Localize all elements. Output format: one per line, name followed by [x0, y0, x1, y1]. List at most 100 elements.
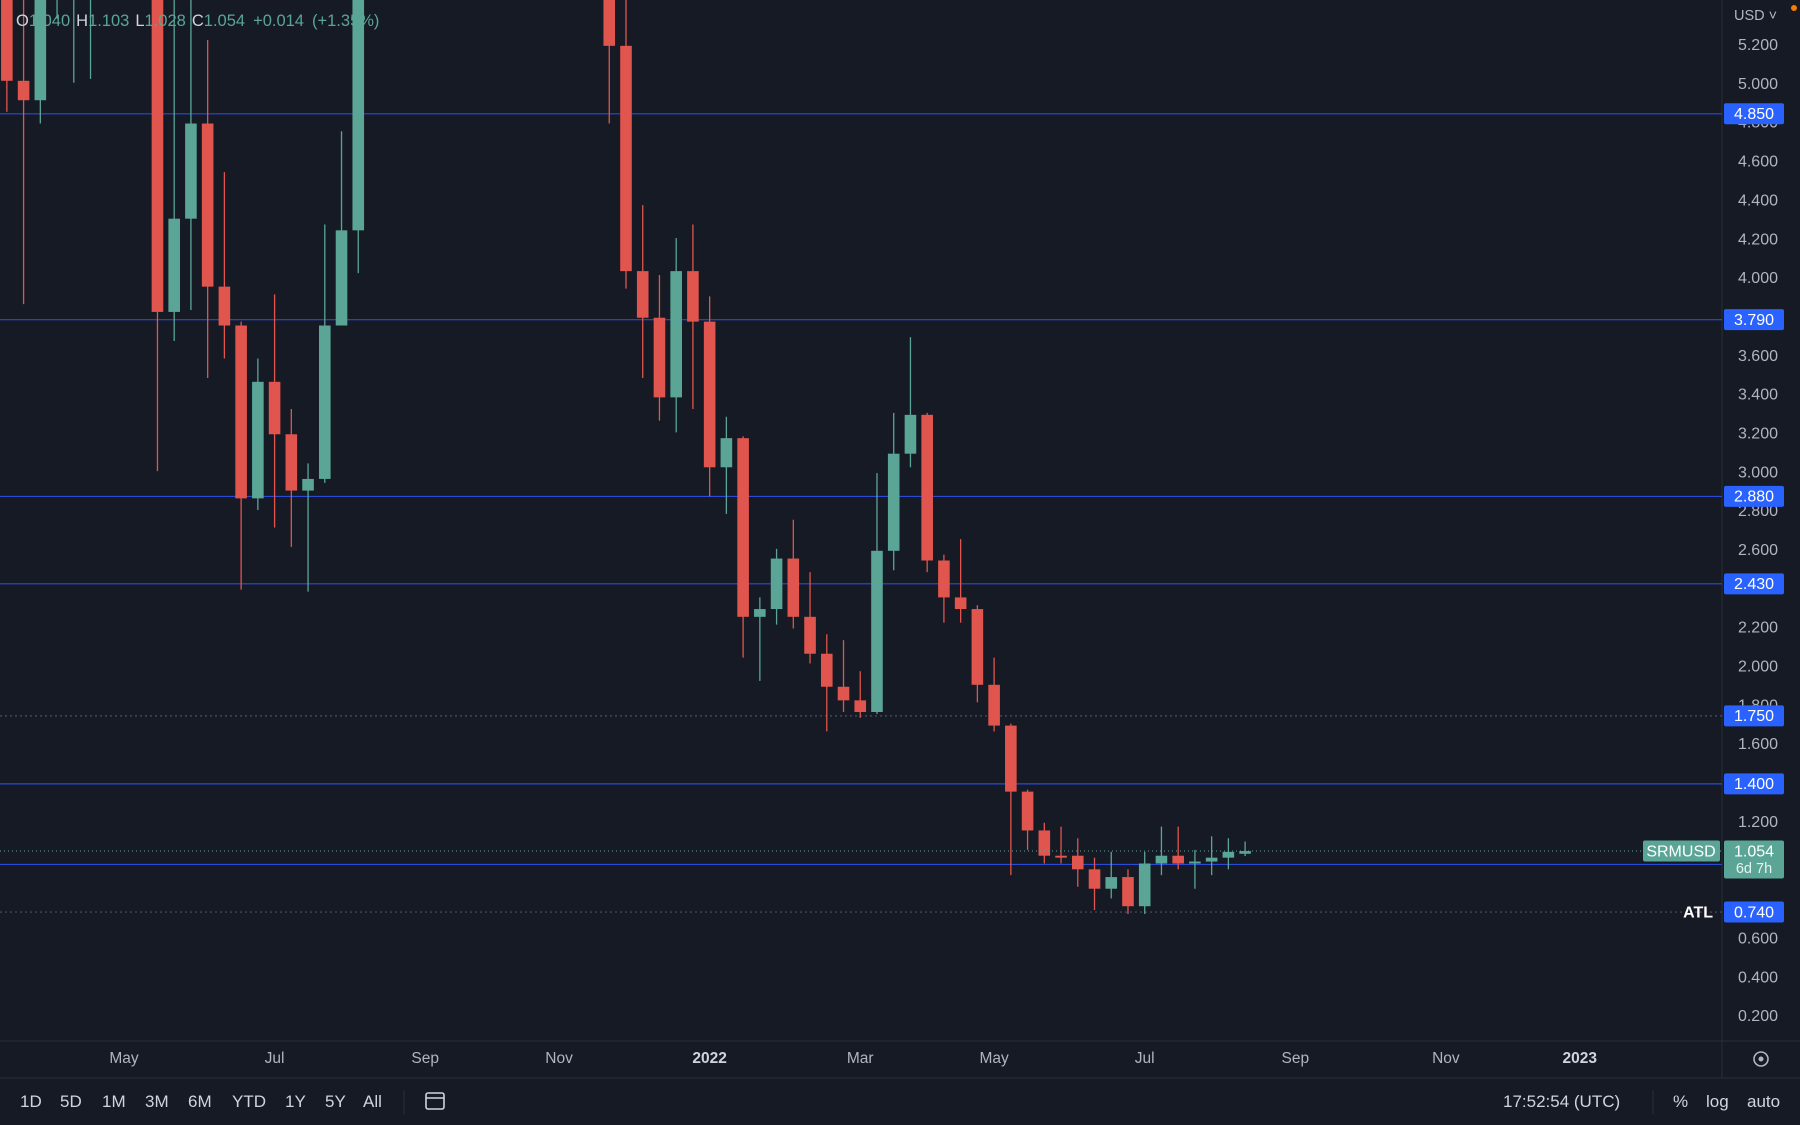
scale-option[interactable]: auto: [1747, 1092, 1781, 1111]
candle-body: [954, 597, 967, 610]
y-tick-label: 0.600: [1738, 930, 1778, 947]
candle-body: [904, 414, 917, 454]
level-label: 1.400: [1734, 776, 1774, 793]
candle-body: [201, 123, 214, 287]
candle-body: [335, 230, 348, 326]
candle-body: [252, 381, 264, 499]
y-tick-label: 2.200: [1738, 620, 1778, 637]
ohlc-value: 1.040: [28, 12, 71, 30]
y-tick-label: 4.600: [1738, 154, 1778, 171]
range-button[interactable]: 6M: [188, 1092, 212, 1111]
y-tick-label: 4.000: [1738, 270, 1778, 287]
scale-option[interactable]: %: [1673, 1092, 1689, 1111]
range-button[interactable]: 3M: [145, 1092, 169, 1111]
x-tick-label: Sep: [411, 1050, 439, 1067]
candle-body: [921, 414, 933, 561]
level-label-box: [1724, 309, 1784, 331]
candle-body: [737, 438, 749, 617]
candle-body: [268, 381, 281, 435]
x-tick-label: 2023: [1563, 1050, 1598, 1067]
candle-body: [1005, 725, 1017, 792]
level-label-box: [1724, 573, 1784, 595]
change-percent: (+1.35%): [312, 12, 380, 30]
calendar-frame: [425, 1092, 445, 1110]
range-button[interactable]: YTD: [232, 1092, 266, 1111]
candle-body: [235, 325, 247, 499]
range-button[interactable]: 1M: [102, 1092, 126, 1111]
candle-body: [1021, 791, 1034, 831]
y-tick-label: 4.400: [1738, 192, 1778, 209]
ohlc-key: C: [191, 12, 204, 30]
x-tick-label: May: [109, 1050, 139, 1067]
scale-option[interactable]: log: [1706, 1092, 1729, 1111]
y-tick-label: 2.600: [1738, 542, 1778, 559]
x-tick-label: Nov: [1432, 1050, 1460, 1067]
last-price-label: 1.054: [1734, 843, 1774, 860]
range-button[interactable]: 1D: [20, 1092, 42, 1111]
ohlc-value: 1.103: [88, 12, 130, 30]
settings-icon[interactable]: [1753, 1051, 1769, 1067]
candle-body: [1038, 830, 1051, 856]
x-tick-label: Jul: [265, 1050, 285, 1067]
candle-body: [871, 550, 883, 712]
y-tick-label: 5.000: [1738, 76, 1778, 93]
candle-body: [636, 271, 649, 318]
x-tick-label: Jul: [1135, 1050, 1155, 1067]
y-tick-label: 5.200: [1738, 37, 1778, 54]
bar-countdown: 6d 7h: [1736, 861, 1772, 877]
ohlc-header: O1.040 H1.103 L1.028 C1.054 +0.014 (+1.35%): [10, 12, 379, 31]
candle-body: [603, 0, 616, 46]
candle-body: [1, 0, 13, 81]
candle-body: [151, 0, 164, 312]
x-tick-label: May: [979, 1050, 1009, 1067]
range-button[interactable]: 1Y: [285, 1092, 306, 1111]
status-dot: [1791, 5, 1797, 11]
candle-body: [1155, 855, 1168, 864]
candle-body: [1088, 869, 1101, 889]
candle-body: [837, 686, 850, 701]
candle-body: [34, 0, 47, 101]
candle-body: [318, 325, 331, 479]
level-label-box: [1724, 485, 1784, 507]
level-label: 3.790: [1734, 312, 1774, 329]
candle-body: [1189, 861, 1201, 864]
goto-date-icon[interactable]: [425, 1092, 445, 1110]
candle-body: [1239, 851, 1251, 854]
clock: 17:52:54 (UTC): [1503, 1092, 1621, 1111]
level-label-box: [1724, 901, 1784, 923]
candle-body: [720, 438, 733, 468]
candle-body: [971, 609, 984, 685]
ohlc-value: 1.054: [203, 12, 246, 30]
y-tick-label: 3.200: [1738, 425, 1778, 442]
candle-body: [1138, 863, 1151, 907]
candle-body: [1122, 877, 1134, 907]
range-button[interactable]: 5D: [60, 1092, 82, 1111]
y-tick-label: 2.800: [1738, 503, 1778, 520]
y-tick-label: 3.400: [1738, 387, 1778, 404]
candle-body: [787, 558, 800, 617]
candle-body: [804, 616, 816, 654]
candle-body: [703, 321, 716, 468]
range-button[interactable]: All: [363, 1092, 382, 1111]
candle-body: [854, 700, 867, 712]
candle-body: [1172, 855, 1184, 864]
ohlc-key: O: [16, 12, 29, 30]
y-tick-label: 0.400: [1738, 969, 1778, 986]
range-button[interactable]: 5Y: [325, 1092, 346, 1111]
y-tick-label: 3.000: [1738, 464, 1778, 481]
candle-body: [1071, 855, 1084, 870]
candle-body: [988, 684, 1000, 726]
x-tick-label: 2022: [692, 1050, 726, 1067]
y-tick-label: 3.600: [1738, 348, 1778, 365]
candle-body: [770, 558, 783, 610]
candle-body: [754, 609, 766, 617]
currency-selector[interactable]: USD ˅: [1734, 8, 1778, 24]
level-label: 2.880: [1734, 489, 1774, 506]
ohlc-value: 1.028: [144, 12, 186, 30]
candle-body: [1055, 855, 1067, 858]
candle-body: [653, 317, 666, 398]
x-tick-label: Mar: [847, 1050, 874, 1067]
y-tick-label: 2.000: [1738, 659, 1778, 676]
bottom-toolbar: 1D 5D 1M 3M 6M YTD 1Y 5Y All 17:52:54 (UTC)% log au…: [0, 1078, 1800, 1125]
